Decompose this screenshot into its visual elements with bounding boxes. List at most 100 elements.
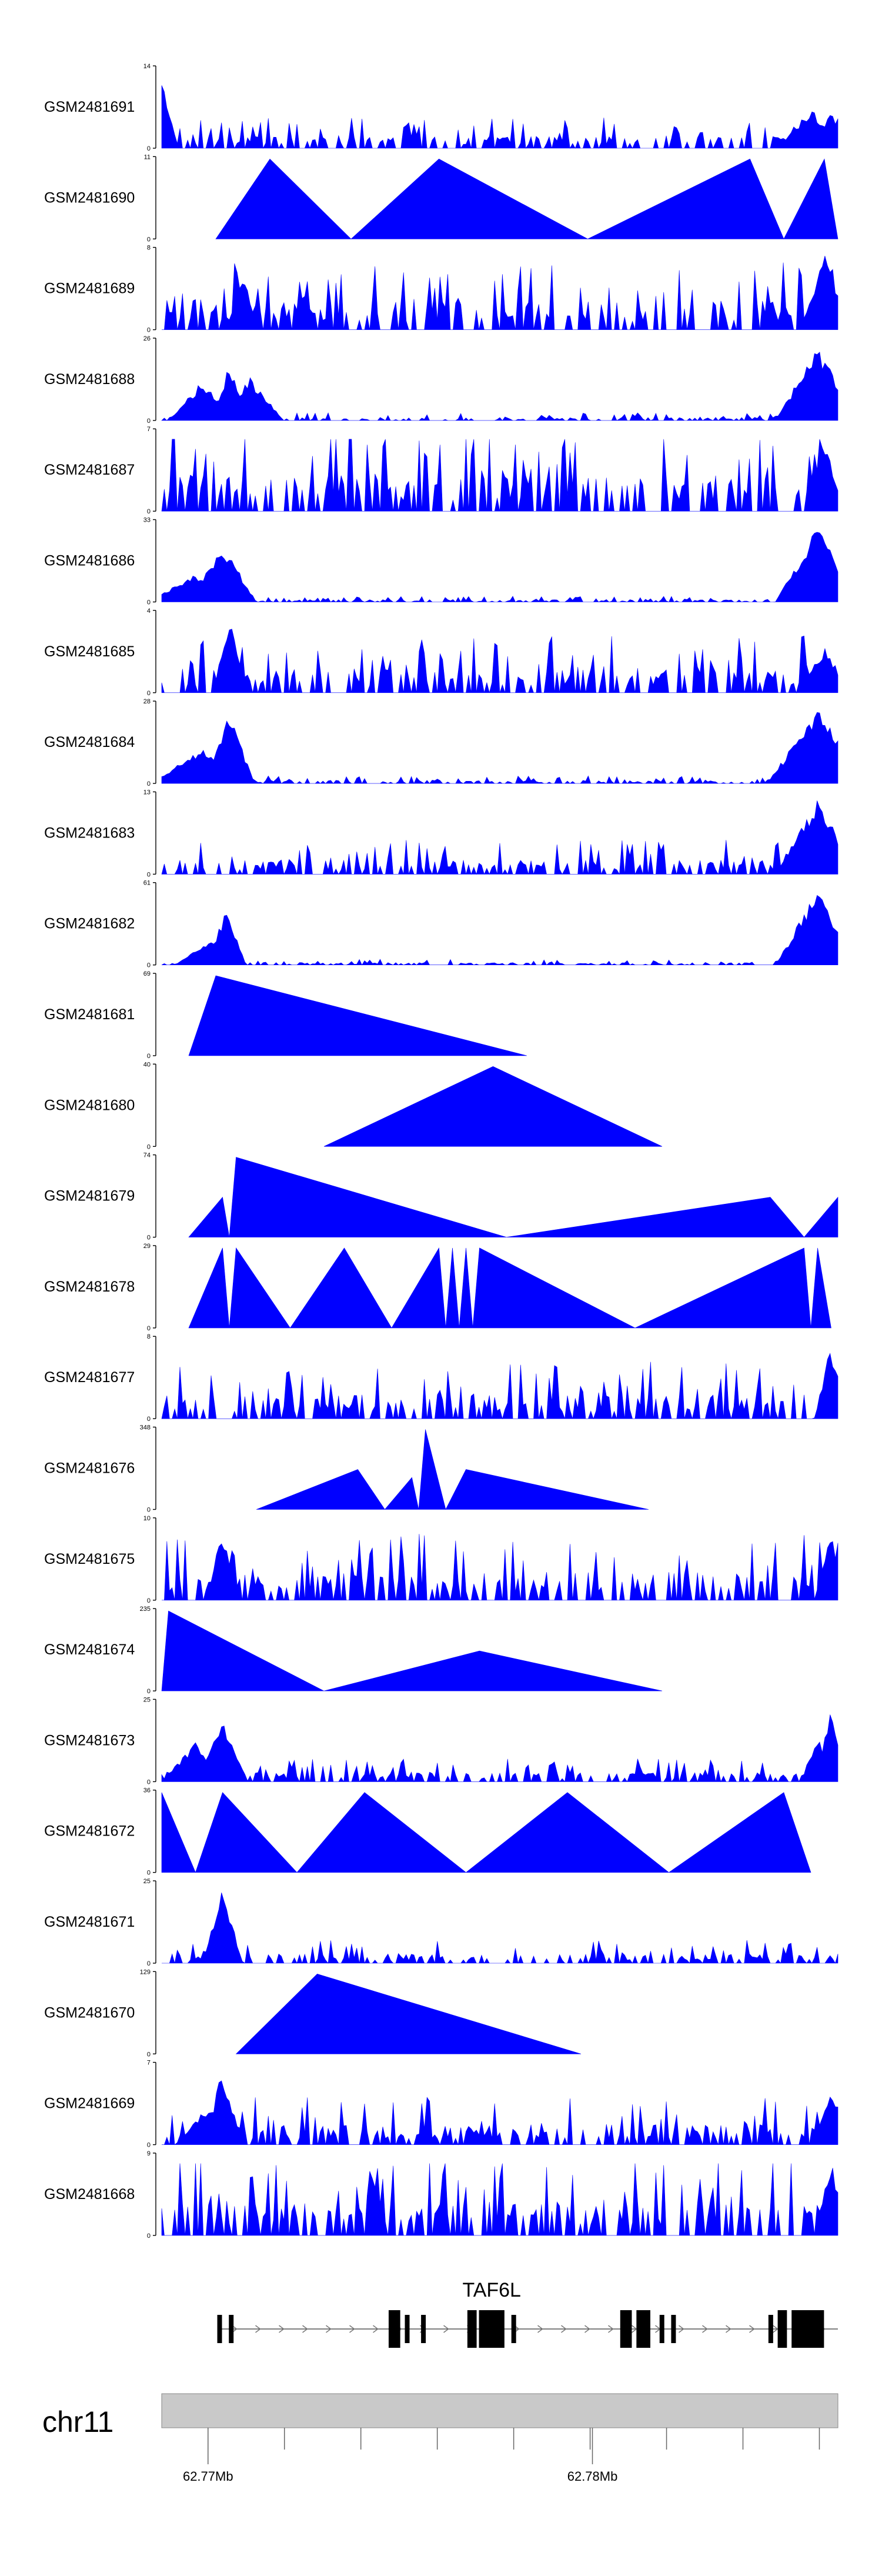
gene-exon (467, 2310, 477, 2348)
track-GSM2481683: GSM2481683 13 0 (44, 789, 838, 878)
gene-exon (405, 2315, 410, 2343)
gene-exon (421, 2315, 426, 2343)
track-GSM2481674: GSM2481674 235 0 (44, 1606, 663, 1695)
track-signal-area (162, 2080, 838, 2145)
track-signal-area (188, 1157, 838, 1238)
track-label: GSM2481672 (44, 1823, 135, 1840)
strand-arrow (302, 2325, 308, 2333)
track-GSM2481686: GSM2481686 33 0 (44, 517, 838, 606)
y-zero-label: 0 (147, 1234, 151, 1242)
y-zero-label: 0 (147, 1597, 151, 1604)
strand-arrow (349, 2325, 355, 2333)
track-label: GSM2481684 (44, 734, 135, 750)
gene-exon (659, 2315, 664, 2343)
y-max-label: 36 (143, 1787, 151, 1794)
gene-exon (768, 2315, 773, 2343)
track-signal-area (161, 712, 838, 784)
y-max-label: 348 (140, 1424, 151, 1432)
track-GSM2481675: GSM2481675 10 0 (44, 1515, 838, 1604)
gene-exon (511, 2315, 516, 2343)
strand-arrow (726, 2325, 731, 2333)
track-signal-area (323, 1066, 663, 1147)
track-label: GSM2481683 (44, 825, 135, 841)
genome-axis-track: chr11 62.77Mb 62.78Mb (42, 2393, 838, 2484)
axis-band (161, 2393, 838, 2428)
track-signal-area (161, 352, 838, 421)
track-label: GSM2481680 (44, 1097, 135, 1113)
track-label: GSM2481691 (44, 99, 135, 115)
track-GSM2481690: GSM2481690 11 0 (44, 154, 838, 243)
track-signal-area (162, 1892, 838, 1964)
y-max-label: 69 (143, 970, 151, 977)
track-signal-area (161, 895, 838, 966)
track-label: GSM2481668 (44, 2186, 135, 2203)
track-GSM2481681: GSM2481681 69 0 (44, 970, 527, 1060)
track-GSM2481677: GSM2481677 8 0 (44, 1333, 838, 1423)
track-label: GSM2481679 (44, 1188, 135, 1204)
y-zero-label: 0 (147, 1778, 151, 1786)
strand-arrow (702, 2325, 708, 2333)
strand-arrow (679, 2325, 684, 2333)
track-label: GSM2481674 (44, 1641, 135, 1658)
track-label: GSM2481690 (44, 189, 135, 206)
track-GSM2481678: GSM2481678 29 0 (44, 1243, 831, 1332)
y-zero-label: 0 (147, 236, 151, 243)
gene-exon (217, 2315, 222, 2343)
y-zero-label: 0 (147, 1416, 151, 1423)
y-zero-label: 0 (147, 962, 151, 969)
track-GSM2481676: GSM2481676 348 0 (44, 1424, 649, 1514)
track-label: GSM2481676 (44, 1460, 135, 1477)
track-signal-area (162, 256, 838, 330)
y-zero-label: 0 (147, 2233, 151, 2240)
strand-arrow (608, 2325, 614, 2333)
y-max-label: 8 (147, 245, 151, 252)
track-label: GSM2481687 (44, 462, 135, 478)
chromosome-label: chr11 (42, 2405, 113, 2438)
track-GSM2481669: GSM2481669 7 0 (44, 2060, 838, 2149)
track-signal-area (161, 1353, 838, 1420)
y-max-label: 29 (143, 1243, 151, 1250)
y-zero-label: 0 (147, 871, 151, 878)
track-label: GSM2481689 (44, 281, 135, 297)
track-signal-area (256, 1429, 649, 1510)
track-GSM2481685: GSM2481685 4 0 (44, 608, 838, 697)
gene-exon (777, 2310, 787, 2348)
track-label: GSM2481678 (44, 1279, 135, 1295)
gene-exon (671, 2315, 676, 2343)
y-max-label: 235 (140, 1606, 151, 1613)
y-max-label: 129 (140, 1968, 151, 1976)
track-GSM2481668: GSM2481668 9 0 (44, 2150, 838, 2240)
y-max-label: 33 (143, 517, 151, 524)
y-zero-label: 0 (147, 327, 151, 334)
y-max-label: 8 (147, 1333, 151, 1340)
y-max-label: 13 (143, 789, 151, 796)
y-zero-label: 0 (147, 599, 151, 606)
y-zero-label: 0 (147, 690, 151, 697)
track-GSM2481691: GSM2481691 14 0 (44, 63, 838, 152)
track-signal-area (161, 2163, 838, 2236)
y-max-label: 7 (147, 2060, 151, 2067)
track-signal-area (161, 629, 838, 693)
strand-arrow (584, 2325, 590, 2333)
axis-tick-label: 62.77Mb (183, 2469, 233, 2484)
gene-label: TAF6L (462, 2279, 521, 2301)
track-GSM2481679: GSM2481679 74 0 (44, 1152, 838, 1242)
strand-arrow (561, 2325, 567, 2333)
gene-exon (479, 2310, 505, 2348)
axis-tick-label: 62.78Mb (567, 2469, 618, 2484)
y-max-label: 25 (143, 1696, 151, 1703)
y-zero-label: 0 (147, 1143, 151, 1150)
y-zero-label: 0 (147, 1507, 151, 1514)
track-GSM2481670: GSM2481670 129 0 (44, 1968, 582, 2058)
y-zero-label: 0 (147, 1688, 151, 1695)
y-max-label: 7 (147, 426, 151, 433)
y-max-label: 40 (143, 1061, 151, 1068)
y-zero-label: 0 (147, 418, 151, 425)
track-signal-area (188, 975, 527, 1056)
track-signal-area (215, 158, 838, 240)
strand-arrow (373, 2325, 379, 2333)
track-signal-area (162, 1534, 838, 1601)
strand-arrow (537, 2325, 543, 2333)
track-label: GSM2481682 (44, 916, 135, 932)
